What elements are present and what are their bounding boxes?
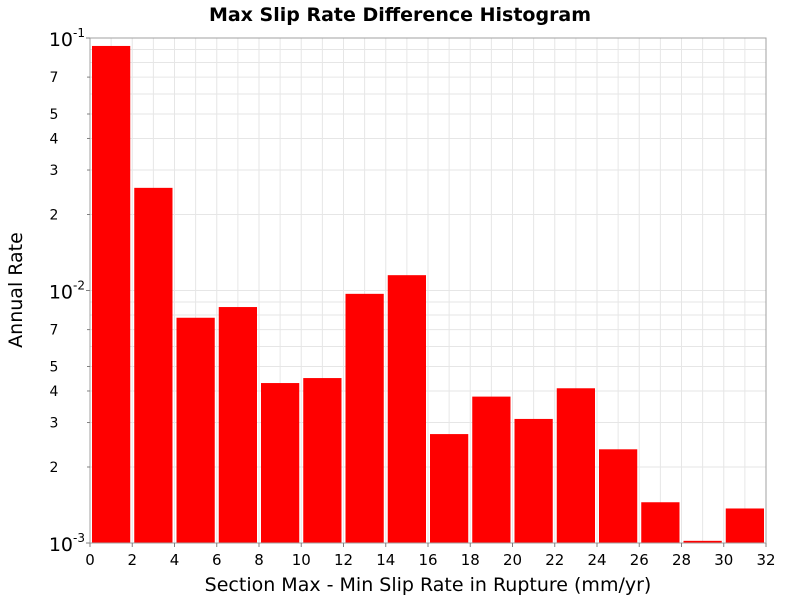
histogram-bar [92,45,131,543]
histogram-bar [134,187,173,543]
x-tick-label: 24 [587,551,606,569]
x-tick-label: 32 [756,551,775,569]
x-tick-label: 0 [85,551,95,569]
x-axis-label: Section Max - Min Slip Rate in Rupture (… [205,574,652,596]
x-tick-label: 30 [714,551,733,569]
x-tick-label: 4 [170,551,180,569]
y-minor-tick-label: 2 [50,207,59,223]
histogram-bar [725,508,764,543]
histogram-bar [514,418,553,543]
x-tick-label: 18 [461,551,480,569]
histogram-bar [345,293,384,543]
histogram-bar [261,383,300,543]
x-tick-label: 14 [376,551,395,569]
histogram-bar [599,449,638,543]
histogram-bar [683,540,722,543]
y-tick-labels: 10-3 10-2 10-1 2 3 4 5 7 2 3 4 5 7 [49,26,85,556]
x-tick-label: 28 [672,551,691,569]
x-tick-label: 2 [127,551,137,569]
y-minor-tick-label: 7 [50,323,59,339]
y-major-tick-label: 10-1 [49,26,85,51]
x-tick-label: 22 [545,551,564,569]
histogram-bar [176,317,215,543]
x-tick-label: 26 [630,551,649,569]
ticks-layer [86,37,767,547]
x-tick-label: 8 [254,551,264,569]
y-minor-tick-label: 5 [50,360,59,376]
histogram-bar [472,396,511,543]
y-minor-tick-label: 3 [50,416,59,432]
x-tick-labels: 0 2 4 6 8 10 12 14 16 18 20 22 24 26 28 30 32 [85,551,775,569]
y-minor-tick-label: 3 [50,163,59,179]
y-major-tick-label: 10-3 [49,531,85,556]
y-minor-tick-label: 5 [50,107,59,123]
y-major-tick-label: 10-2 [49,279,85,304]
y-axis-label: Annual Rate [5,232,27,348]
x-tick-label: 6 [212,551,222,569]
histogram-bar [641,502,680,543]
bars-layer [92,45,764,543]
y-minor-tick-label: 4 [50,384,59,400]
y-minor-tick-label: 4 [50,131,59,147]
x-tick-label: 10 [292,551,311,569]
x-tick-label: 12 [334,551,353,569]
histogram-bar [556,388,595,543]
chart-title: Max Slip Rate Difference Histogram [209,4,591,26]
x-tick-label: 20 [503,551,522,569]
y-minor-tick-label: 2 [50,460,59,476]
x-tick-label: 16 [418,551,437,569]
histogram-bar [218,307,257,543]
histogram-bar [430,434,469,543]
histogram-bar [387,275,426,543]
y-minor-tick-label: 7 [50,70,59,86]
histogram-bar [303,378,342,543]
